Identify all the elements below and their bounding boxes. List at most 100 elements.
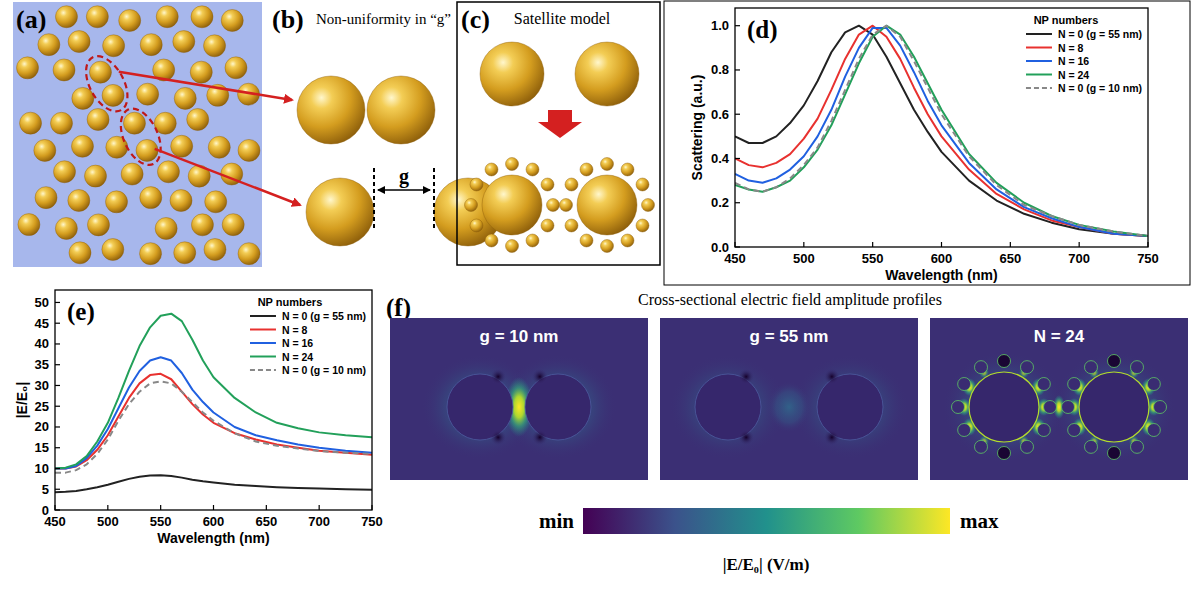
series-line (55, 381, 372, 472)
nanoparticle (465, 199, 478, 212)
arrow (538, 110, 582, 138)
nanoparticle (119, 9, 141, 31)
chart-1: 4505005506006507007500510152025303540455… (14, 290, 383, 546)
nanoparticle (221, 9, 243, 31)
nanoparticle (204, 35, 226, 57)
nanoparticle (121, 163, 143, 185)
nanoparticle (208, 136, 230, 158)
panel-letter: (a) (16, 5, 46, 34)
tick (735, 158, 740, 159)
satellite-section (975, 361, 988, 374)
gap-line (433, 168, 435, 230)
particle-section (817, 374, 883, 440)
panel-letter: (e) (67, 298, 95, 326)
nanoparticle (547, 199, 560, 212)
nanoparticle (171, 135, 193, 157)
gap-arrow (378, 189, 430, 191)
nanoparticle (470, 219, 483, 232)
highlight-ellipse (113, 102, 169, 171)
satellite-section (952, 401, 965, 414)
nanoparticle (297, 76, 365, 144)
nanoparticle (580, 234, 593, 247)
nanoparticle (68, 31, 90, 53)
nanoparticle (156, 6, 178, 28)
satellite-section (975, 440, 988, 453)
gap-line (373, 168, 375, 230)
series-line (55, 475, 372, 492)
tick-label: 0.4 (711, 151, 730, 166)
legend-swatch (1026, 87, 1052, 89)
legend-title: NP numbers (258, 296, 323, 308)
nanoparticle (55, 6, 77, 28)
tick-label: 30 (35, 378, 49, 393)
satellite-section (1108, 447, 1121, 460)
axis-title: Scattering (a.u.) (689, 75, 705, 181)
nanoparticle (87, 214, 109, 236)
nanoparticle (541, 178, 554, 191)
tick-label: 10 (35, 461, 49, 476)
particle-section (525, 374, 591, 440)
legend-label: N = 0 (g = 10 nm) (282, 364, 366, 376)
tick-label: 650 (999, 251, 1021, 266)
nanoparticle (601, 240, 614, 253)
field-background (390, 318, 648, 480)
arrow (155, 149, 300, 205)
tick (1010, 242, 1011, 247)
series-line (55, 314, 372, 469)
nanoparticle (55, 217, 77, 239)
tick-label: 5 (42, 482, 49, 497)
nanoparticle (565, 219, 578, 232)
field-node (824, 429, 840, 445)
legend-swatch (1026, 47, 1052, 49)
satellite-section (1085, 361, 1098, 374)
legend: NP numbersN = 0 (g = 55 nm)N = 8N = 16N … (250, 296, 366, 376)
panel-title: Satellite model (514, 10, 611, 27)
tick (55, 302, 60, 303)
legend: NP numbersN = 0 (g = 55 nm)N = 8N = 16N … (1026, 14, 1142, 94)
legend-swatch (250, 315, 276, 317)
legend-label: N = 0 (g = 10 nm) (1058, 82, 1142, 94)
nanoparticle (87, 109, 109, 131)
nanoparticle (541, 219, 554, 232)
tick (55, 489, 60, 490)
nanoparticle (68, 190, 90, 212)
field-node (532, 369, 548, 385)
nanoparticle (155, 217, 177, 239)
nanoparticle (580, 163, 593, 176)
tick (735, 69, 740, 70)
field-background (930, 318, 1188, 480)
nanoparticle (506, 240, 519, 253)
axis-title: |E/E₀| (14, 382, 30, 419)
nanoparticle (526, 163, 539, 176)
nanoparticle (480, 42, 544, 106)
field-node (490, 429, 506, 445)
series-line (735, 26, 1148, 236)
colorbar-max: max (960, 509, 999, 533)
nanoparticle (621, 163, 634, 176)
nanoparticle (174, 87, 196, 109)
nanoparticle (89, 61, 111, 83)
legend-swatch (1026, 74, 1052, 76)
tick (1079, 242, 1080, 247)
field-glow (942, 351, 1066, 463)
nanoparticle (102, 239, 124, 261)
nanoparticle (136, 139, 158, 161)
panel-title: Cross-sectional electric field amplitude… (638, 291, 942, 309)
legend-swatch (1026, 33, 1052, 35)
arrow (119, 72, 292, 100)
field-image (660, 318, 918, 480)
tick-label: 550 (150, 514, 172, 529)
satellite-section (1037, 424, 1050, 437)
field-map: g = 55 nm (660, 318, 918, 480)
nanoparticle (69, 242, 91, 264)
nanoparticle (51, 112, 73, 134)
tick (734, 242, 735, 247)
nanoparticle (636, 178, 649, 191)
satellite-section (1021, 361, 1034, 374)
tick-label: 0.8 (711, 62, 729, 77)
tick (160, 505, 161, 510)
legend-swatch (250, 356, 276, 358)
tick (55, 385, 60, 386)
nanoparticle (560, 199, 573, 212)
substrate (13, 2, 262, 267)
